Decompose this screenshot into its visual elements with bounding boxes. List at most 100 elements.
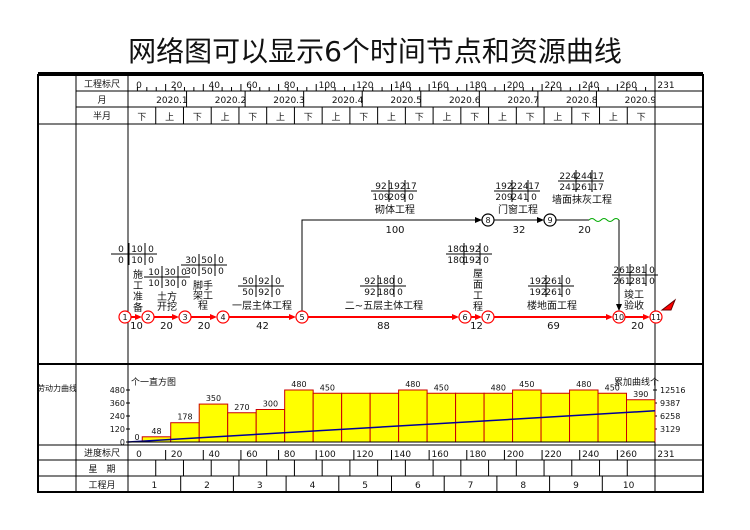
outer-frame [37, 74, 704, 493]
activity-duration: 20 [198, 321, 211, 332]
critical-activity-arrow-head [210, 314, 217, 320]
node-circle [216, 310, 230, 324]
param-lf: 261 [575, 183, 592, 193]
progress-tick-label: 180 [469, 450, 486, 460]
half-label: 下 [193, 113, 202, 123]
histogram-bar-label: 178 [177, 413, 192, 422]
param-es: 92 [375, 182, 386, 192]
scale-tick-label: 240 [582, 81, 599, 91]
time-parameters: 10 30 0 10 30 0 [144, 266, 190, 289]
histogram-label: 个一直方图 [131, 376, 176, 388]
node-circle [141, 310, 155, 324]
half-label: 上 [553, 112, 562, 123]
param-ff: 0 [181, 279, 187, 289]
param-ef: 180 [377, 277, 394, 287]
histogram-bar [597, 392, 628, 443]
node-circle [481, 213, 495, 227]
param-es: 92 [364, 277, 375, 287]
workmonth-label: 10 [623, 481, 635, 491]
month-label: 2020.3 [273, 96, 305, 106]
workmonth-label: 2 [204, 481, 210, 491]
histogram-bar [426, 392, 457, 443]
scale-tick-label: 180 [469, 81, 486, 91]
half-label: 下 [359, 113, 368, 123]
workmonth-label: 5 [362, 481, 368, 491]
param-lf: 241 [511, 193, 528, 203]
row-label-scale: 工程标尺 [84, 78, 120, 90]
activity-name: 程 [198, 300, 208, 312]
histogram-bar-label: 480 [576, 380, 591, 389]
node-number: 7 [485, 313, 490, 322]
cumulative-tick-label: 9387 [660, 399, 680, 408]
free-float-wave [588, 218, 620, 222]
activity-duration: 100 [385, 225, 404, 236]
histogram-bar [312, 392, 343, 443]
progress-tick-label: 240 [582, 450, 599, 460]
activity-duration: 20 [160, 321, 173, 332]
param-tf: 17 [405, 182, 416, 192]
param-ls: 192 [529, 288, 546, 298]
half-label: 下 [304, 113, 313, 123]
histogram-tick-label: 240 [110, 412, 125, 421]
param-ff: 0 [218, 267, 224, 277]
workmonth-label: 6 [415, 481, 421, 491]
param-ls: 241 [559, 183, 576, 193]
half-label: 上 [498, 112, 507, 123]
scale-tick-label: 60 [246, 81, 258, 91]
activity-name: 验收 [624, 299, 644, 312]
activity-name: 开挖 [157, 300, 177, 313]
histogram-bar-label: 480 [405, 380, 420, 389]
row-label-half: 半月 [93, 110, 111, 122]
workmonth-label: 3 [257, 481, 263, 491]
param-ff: 0 [531, 193, 537, 203]
param-ls: 261 [613, 277, 630, 287]
month-label: 2020.9 [625, 96, 657, 106]
histogram-bar [369, 392, 400, 443]
activity-duration: 32 [513, 225, 526, 236]
progress-tick-label: 20 [171, 450, 183, 460]
progress-tick-label: 231 [657, 450, 674, 460]
half-label: 上 [387, 112, 396, 123]
workmonth-label: 9 [573, 481, 579, 491]
half-label: 下 [470, 113, 479, 123]
critical-activity-arrow-head [606, 314, 613, 320]
half-label: 下 [415, 113, 424, 123]
param-ff: 17 [592, 183, 603, 193]
scale-tick-label: 20 [171, 81, 183, 91]
row-label-progress: 进度标尺 [84, 447, 120, 459]
param-tf: 0 [483, 245, 489, 255]
month-label: 2020.2 [215, 96, 247, 106]
param-lf: 192 [463, 256, 480, 266]
node-circle [295, 310, 309, 324]
scale-tick-label: 80 [284, 81, 296, 91]
activity-name-char: 备 [133, 301, 143, 314]
progress-tick-label: 100 [319, 450, 336, 460]
param-es: 10 [148, 268, 160, 278]
activity-name: 二~五层主体工程 [345, 300, 423, 312]
histogram-bar-label: 450 [605, 383, 620, 392]
param-lf: 261 [545, 288, 562, 298]
scale-tick-label: 120 [356, 81, 373, 91]
param-es: 261 [613, 266, 630, 276]
progress-tick-label: 220 [544, 450, 561, 460]
half-label: 下 [137, 113, 146, 123]
activity-duration: 20 [578, 225, 591, 236]
time-parameters: 92 180 0 92 180 0 [360, 275, 406, 298]
activity-name-char: 屋 [473, 268, 483, 280]
param-tf: 0 [649, 266, 655, 276]
activity-duration: 20 [631, 321, 644, 332]
histogram-bar [483, 392, 514, 443]
activity-name: 门窗工程 [498, 203, 538, 216]
cumulative-tick-label: 3129 [660, 425, 680, 434]
activity-duration: 10 [130, 321, 143, 332]
half-label: 上 [221, 112, 230, 123]
param-tf: 0 [565, 277, 571, 287]
activity-name: 竣工 [624, 288, 644, 301]
half-label: 上 [276, 112, 285, 123]
param-ls: 180 [447, 256, 464, 266]
activity-name: 土方 [157, 290, 177, 303]
progress-tick-label: 200 [507, 450, 524, 460]
histogram-zero-label: 0 [134, 433, 139, 442]
